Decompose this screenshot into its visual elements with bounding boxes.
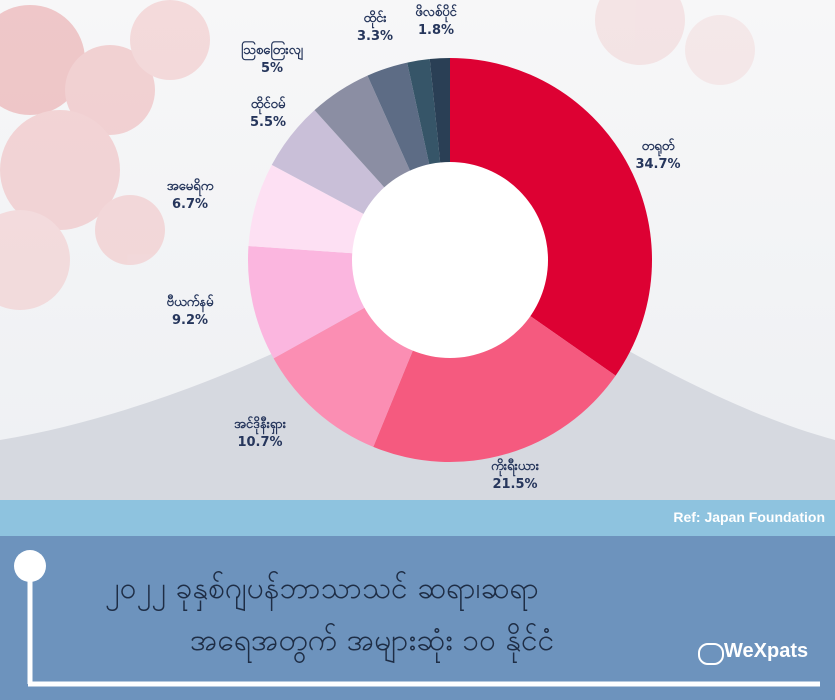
title-line-1: ၂၀၂၂ ခုနှစ်ဂျပန်ဘာသာသင် ဆရာ၊ဆရာ	[105, 571, 540, 606]
reference-text: Ref: Japan Foundation	[673, 509, 825, 525]
donut-hole	[352, 162, 548, 358]
slice-1	[450, 58, 652, 376]
bracket-decoration	[14, 550, 820, 687]
category-label-6: ထိုင်ဝမ်	[251, 95, 286, 115]
title-line-2: အရေအတွက် အများဆုံး ၁၀ နိုင်ငံ	[190, 623, 555, 658]
value-label-8: 3.3%	[357, 29, 393, 44]
title-panel	[0, 536, 835, 700]
value-label-9: 1.8%	[418, 23, 454, 38]
value-label-4: 9.2%	[172, 313, 208, 328]
reference-band	[0, 500, 835, 536]
value-label-5: 6.7%	[172, 197, 208, 212]
value-label-6: 5.5%	[250, 115, 286, 130]
category-label-3: အင်ဒိုနီးရှား	[234, 415, 287, 435]
brand-logo: WeXpats	[724, 640, 809, 662]
category-label-9: ဖိလစ်ပိုင်	[415, 3, 457, 23]
value-label-2: 21.5%	[492, 477, 537, 492]
category-label-8: ထိုင်း	[363, 9, 387, 29]
category-label-7: ဩစတြေးလျ	[241, 40, 303, 61]
category-label-2: ကိုးရီးယား	[491, 457, 540, 477]
category-label-4: ဗီယက်နမ်	[167, 293, 214, 313]
value-label-3: 10.7%	[237, 435, 282, 450]
category-label-1: တရုတ်	[642, 137, 675, 157]
chat-bubble-icon	[698, 643, 724, 665]
value-label-7: 5%	[261, 61, 283, 76]
category-label-5: အမေရိက	[167, 177, 214, 197]
value-label-1: 34.7%	[635, 157, 680, 172]
donut-chart: တရုတ်34.7% ကိုးရီးယား21.5% အင်ဒိုနီးရှား10…	[167, 3, 681, 492]
